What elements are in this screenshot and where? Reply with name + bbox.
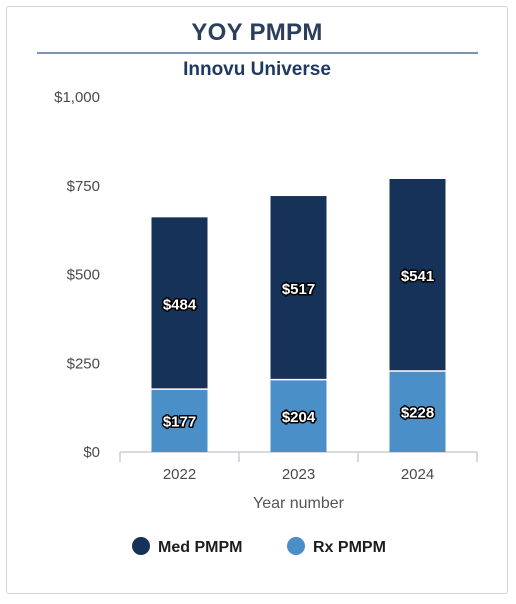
data-label: $541 <box>401 268 434 285</box>
data-label: $177 <box>163 414 196 431</box>
bar-med-pmpm-2023 <box>270 196 327 380</box>
title-divider <box>37 52 478 54</box>
x-axis-title: Year number <box>253 495 345 512</box>
data-label: $228 <box>401 405 434 422</box>
y-tick-label: $500 <box>67 267 100 284</box>
legend-marker-rx-pmpm <box>287 537 305 555</box>
y-tick-label: $1,000 <box>54 89 100 106</box>
legend-label: Med PMPM <box>158 539 242 556</box>
data-label: $517 <box>282 281 315 298</box>
bar-med-pmpm-2024 <box>389 179 446 372</box>
y-tick-label: $750 <box>67 178 100 195</box>
bar-rx-pmpm-2022 <box>151 389 208 452</box>
y-tick-label: $250 <box>67 355 100 372</box>
x-tick-label: 2022 <box>163 466 196 483</box>
data-label: $204 <box>282 409 316 426</box>
x-tick-label: 2023 <box>282 466 315 483</box>
bar-rx-pmpm-2024 <box>389 371 446 452</box>
x-tick-label: 2024 <box>401 466 434 483</box>
chart-subtitle: Innovu Universe <box>183 59 331 80</box>
legend-marker-med-pmpm <box>132 537 150 555</box>
legend-label: Rx PMPM <box>313 539 386 556</box>
bar-rx-pmpm-2023 <box>270 379 327 452</box>
y-tick-label: $0 <box>83 444 100 461</box>
data-label: $484 <box>163 296 197 313</box>
bar-med-pmpm-2022 <box>151 217 208 390</box>
chart-title: YOY PMPM <box>191 19 323 46</box>
